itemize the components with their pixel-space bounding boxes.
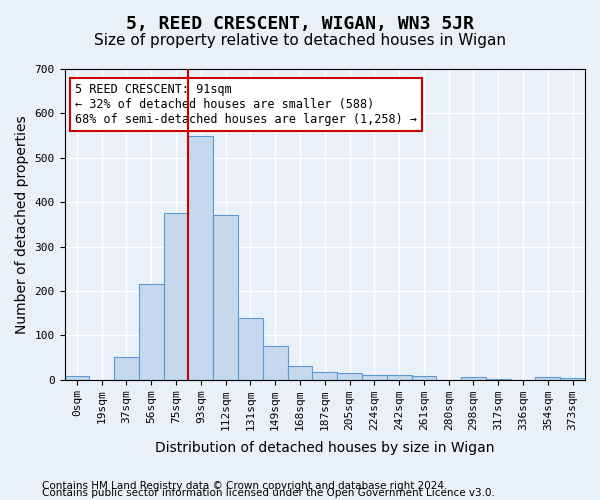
Bar xyxy=(65,376,89,380)
Text: Contains public sector information licensed under the Open Government Licence v3: Contains public sector information licen… xyxy=(42,488,495,498)
Bar xyxy=(362,375,387,380)
Bar xyxy=(139,284,164,380)
Bar xyxy=(337,374,362,380)
Bar xyxy=(535,378,560,380)
Text: 5, REED CRESCENT, WIGAN, WN3 5JR: 5, REED CRESCENT, WIGAN, WN3 5JR xyxy=(126,15,474,33)
Bar xyxy=(387,375,412,380)
Bar xyxy=(560,378,585,380)
Bar xyxy=(164,213,188,380)
Text: 5 REED CRESCENT: 91sqm
← 32% of detached houses are smaller (588)
68% of semi-de: 5 REED CRESCENT: 91sqm ← 32% of detached… xyxy=(75,83,417,126)
Bar xyxy=(114,356,139,380)
Bar xyxy=(412,376,436,380)
Y-axis label: Number of detached properties: Number of detached properties xyxy=(15,115,29,334)
Bar xyxy=(287,366,313,380)
Text: Contains HM Land Registry data © Crown copyright and database right 2024.: Contains HM Land Registry data © Crown c… xyxy=(42,481,448,491)
Text: Size of property relative to detached houses in Wigan: Size of property relative to detached ho… xyxy=(94,32,506,48)
Bar xyxy=(188,136,213,380)
Bar xyxy=(461,376,486,380)
Bar xyxy=(213,216,238,380)
Bar xyxy=(263,346,287,380)
X-axis label: Distribution of detached houses by size in Wigan: Distribution of detached houses by size … xyxy=(155,441,494,455)
Bar xyxy=(238,318,263,380)
Bar xyxy=(313,372,337,380)
Bar xyxy=(486,379,511,380)
